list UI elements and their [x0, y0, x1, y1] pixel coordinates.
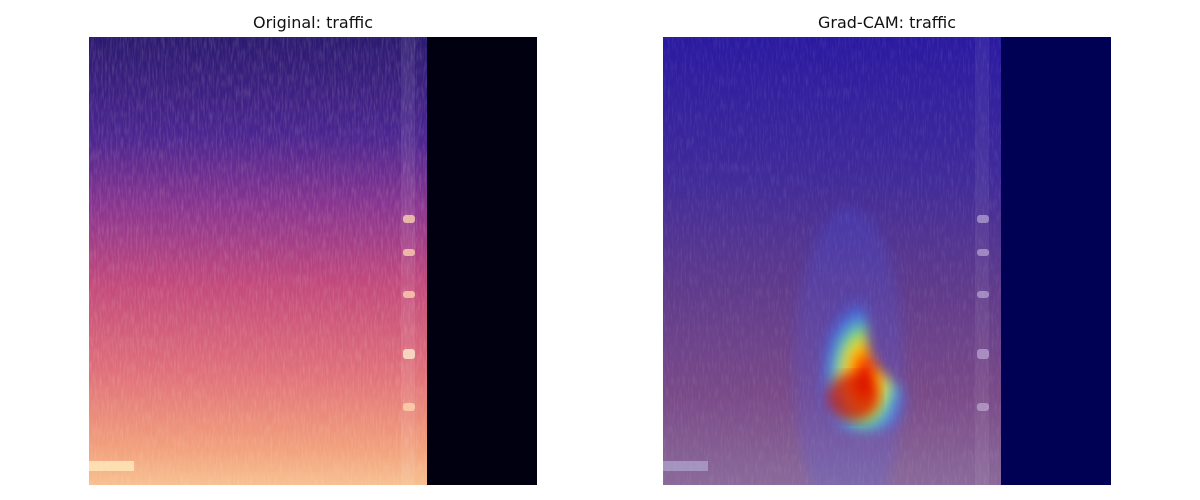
original-spectrogram-image	[89, 37, 537, 485]
original-panel-title: Original: traffic	[252, 13, 373, 32]
gradcam-panel-title: Grad-CAM: traffic	[817, 13, 957, 32]
gradcam-overlay-image	[663, 37, 1111, 485]
